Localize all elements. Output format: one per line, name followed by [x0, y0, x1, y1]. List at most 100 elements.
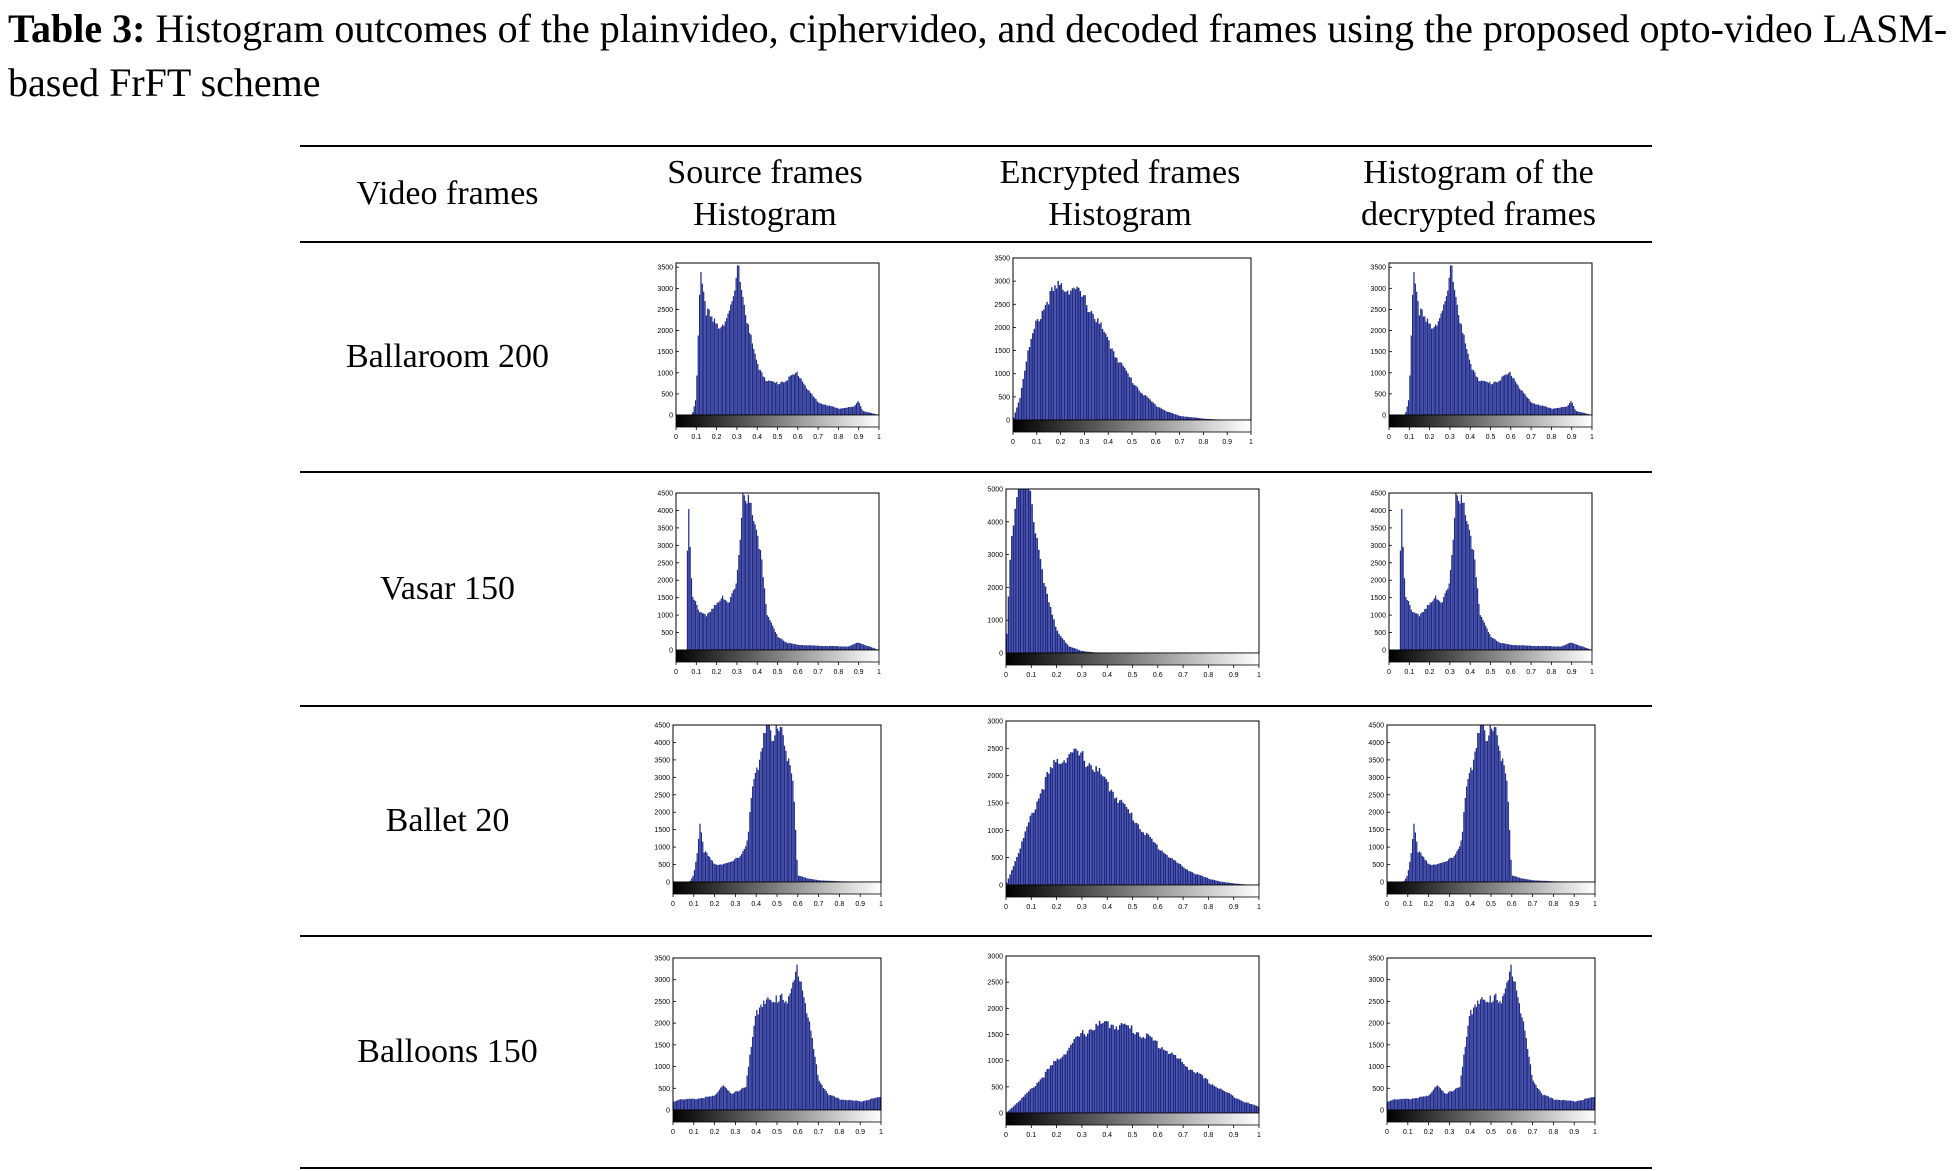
y-tick-label: 1500	[654, 827, 670, 834]
x-tick-label: 0.6	[793, 1129, 803, 1136]
histogram-bar	[733, 290, 735, 415]
histogram-bar	[1489, 381, 1491, 415]
histogram-bar	[1108, 791, 1110, 885]
histogram-bar	[1490, 636, 1492, 650]
histogram-bar	[743, 494, 745, 650]
histogram-bar	[1420, 612, 1422, 650]
histogram-bar	[1423, 1096, 1426, 1110]
histogram-bar	[752, 520, 754, 650]
histogram-bar	[1187, 871, 1190, 885]
histogram-bar	[1180, 866, 1183, 885]
histogram-bar	[764, 380, 767, 415]
histogram-bar	[1190, 417, 1193, 420]
x-tick-label: 0.7	[814, 1129, 824, 1136]
histogram-bar	[1125, 370, 1128, 420]
histogram-bar	[1387, 1101, 1390, 1110]
histogram-bar	[1425, 860, 1427, 882]
histogram-bar	[814, 399, 817, 415]
histogram-bar	[745, 1087, 747, 1110]
histogram-bar	[1505, 780, 1507, 882]
histogram-bar	[1504, 988, 1506, 1110]
histogram-bar	[705, 615, 707, 650]
histogram-bar	[741, 296, 744, 415]
histogram-bar	[1189, 417, 1191, 420]
histogram-bar	[1214, 1086, 1217, 1113]
histogram-bar	[1084, 1035, 1087, 1113]
histogram-bar	[777, 1002, 779, 1110]
histogram-bar	[717, 328, 719, 415]
histogram-bar	[1531, 402, 1533, 415]
histogram-bar	[1064, 762, 1067, 885]
histogram-bar	[856, 641, 859, 650]
histogram-bar	[1012, 866, 1014, 885]
histogram-bar	[1482, 999, 1484, 1110]
histogram-bar	[835, 645, 837, 650]
x-tick-label: 1	[1593, 901, 1597, 908]
histogram-bar	[1479, 381, 1481, 415]
histogram-bar	[1508, 372, 1510, 415]
histogram-bar	[1536, 1088, 1538, 1110]
histogram-bar	[767, 724, 769, 882]
histogram-bar	[825, 645, 827, 650]
histogram-bar	[681, 1099, 683, 1110]
histogram-bar	[1126, 1025, 1129, 1113]
histogram-bar	[692, 1098, 694, 1110]
x-tick-label: 0.2	[1425, 434, 1435, 441]
histogram-bar	[729, 596, 731, 650]
histogram-bar	[1497, 641, 1499, 650]
histogram-bar	[1076, 1035, 1078, 1113]
histogram-bar	[1517, 644, 1519, 650]
histogram-bar	[797, 976, 800, 1110]
histogram-bar	[1078, 650, 1080, 653]
histogram-bar	[1027, 1090, 1029, 1113]
histogram-bar	[732, 296, 734, 415]
histogram-bar	[1543, 880, 1545, 882]
histogram-bar	[1121, 1023, 1124, 1113]
histogram-bar	[1497, 1002, 1499, 1110]
y-tick-label: 1500	[654, 1042, 670, 1049]
histogram-bar	[1450, 1091, 1452, 1110]
histogram-bar	[1475, 376, 1477, 415]
histogram-bar	[1512, 377, 1514, 415]
histogram-bar	[674, 1101, 676, 1110]
histogram-bar	[862, 643, 864, 650]
histogram-bar	[829, 645, 831, 650]
y-tick-label: 1500	[994, 348, 1010, 355]
histogram-bar	[1551, 1098, 1553, 1110]
histogram-bar	[1476, 377, 1479, 415]
histogram-bar	[1458, 1087, 1460, 1110]
x-tick-label: 0	[1385, 901, 1389, 908]
histogram-bar	[1089, 765, 1092, 885]
histogram-bar	[1501, 996, 1503, 1110]
x-tick-label: 0.9	[853, 669, 863, 676]
y-tick-label: 3000	[1370, 286, 1386, 293]
histogram-bar	[796, 964, 798, 1110]
histogram-bar	[812, 645, 814, 650]
histogram-bar	[1476, 587, 1479, 650]
histogram-bar	[1475, 747, 1477, 882]
histogram-bar	[1418, 1096, 1420, 1110]
histogram-bar	[709, 316, 711, 415]
y-tick-label: 1000	[1368, 1064, 1384, 1071]
histogram-bar	[1043, 309, 1045, 420]
histogram-bar	[1037, 549, 1040, 653]
histogram-bar	[1586, 647, 1588, 650]
histogram-bar	[686, 1099, 689, 1110]
histogram-bar	[713, 604, 715, 650]
y-tick-label: 1500	[987, 801, 1003, 808]
histogram-bar	[1505, 643, 1507, 650]
histogram-bar	[1405, 412, 1407, 415]
histogram-bar	[1253, 1104, 1255, 1113]
histogram-bar	[1521, 644, 1523, 650]
histogram-bar	[1458, 315, 1460, 415]
histogram-bar	[1458, 845, 1460, 882]
histogram-bar	[1178, 415, 1180, 420]
histogram-bar	[1495, 640, 1498, 650]
y-tick-label: 1000	[654, 844, 670, 851]
histogram-bar	[1036, 319, 1039, 420]
histogram-bar	[1474, 559, 1476, 650]
histogram-bar	[724, 1086, 726, 1110]
histogram-bar	[1082, 295, 1085, 420]
histogram-bar	[1101, 1022, 1104, 1113]
histogram-bar	[1512, 981, 1514, 1110]
